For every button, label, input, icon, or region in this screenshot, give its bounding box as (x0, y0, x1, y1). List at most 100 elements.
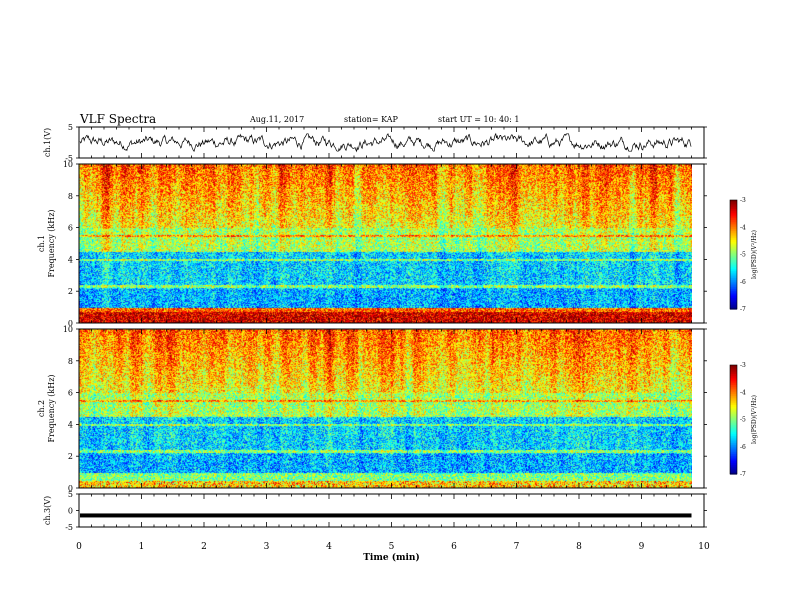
colorbar-swatch (730, 216, 737, 219)
ch3-waveform-panel: 5 0 -5 ch.3(V) (43, 490, 707, 532)
colorbar-swatch (730, 417, 737, 421)
colorbar-swatch (730, 259, 737, 263)
colorbar-swatch (730, 435, 737, 439)
y-tick-label: 0 (68, 484, 73, 493)
y-tick-label: 5 (68, 490, 73, 499)
colorbar-tick-label: -4 (740, 224, 746, 231)
colorbar-swatch (730, 299, 737, 303)
colorbar-swatch (730, 441, 737, 444)
colorbar-swatch (730, 368, 737, 372)
colorbar-swatch (730, 424, 737, 428)
colorbar-swatch (730, 250, 737, 254)
colorbar-swatch (730, 404, 737, 408)
x-tick-label: 8 (576, 542, 582, 552)
colorbar-swatch (730, 377, 737, 381)
colorbar-swatch (730, 426, 737, 430)
colorbar-swatch (730, 201, 737, 205)
spectrogram-ylabel: Frequency (kHz) (47, 374, 56, 442)
colorbar-label: log(PSD)(V²/Hz) (751, 230, 758, 279)
colorbar-tick-label: -6 (740, 444, 746, 451)
ch1-waveform-panel: 5 -5 ch.1(V) (43, 123, 707, 163)
colorbar-tick-label: -6 (740, 279, 746, 286)
colorbar-swatch (730, 379, 737, 382)
x-tick-label: 4 (326, 542, 332, 552)
colorbar-swatch (730, 397, 737, 401)
colorbar-swatch (730, 292, 737, 296)
colorbar-swatch (730, 366, 737, 370)
x-tick-label: 9 (639, 542, 645, 552)
colorbar-swatch (730, 450, 737, 453)
colorbar-swatch (730, 234, 737, 237)
colorbar-swatch (730, 279, 737, 283)
y-tick-label: 4 (68, 420, 73, 429)
colorbar-swatch (730, 258, 737, 261)
spectrogram-ylabel: Frequency (kHz) (47, 209, 56, 277)
colorbar-swatch (730, 227, 737, 230)
time-axis: 0 1 2 3 4 5 6 7 8 9 10 Time (min) (76, 542, 710, 563)
colorbar-swatch (730, 229, 737, 232)
colorbar-swatch (730, 401, 737, 404)
colorbar-swatch (730, 261, 737, 265)
colorbar-tick-label: -7 (740, 306, 746, 313)
colorbar-swatch (730, 410, 737, 413)
colorbar-swatch (730, 428, 737, 431)
date-label: Aug.11, 2017 (250, 115, 305, 124)
y-tick-label: 0 (68, 319, 73, 328)
colorbar-swatch (730, 412, 737, 415)
colorbar-swatch (730, 267, 737, 270)
colorbar-swatch (730, 381, 737, 384)
colorbar-swatch (730, 287, 737, 290)
y-tick-label: 0 (68, 507, 73, 516)
colorbar-swatch (730, 283, 737, 286)
colorbar-swatch (730, 463, 737, 466)
colorbar-swatch (730, 256, 737, 259)
ch2-spectrogram-image (79, 329, 692, 488)
y-tick-label: -5 (65, 154, 73, 163)
colorbar-swatch (730, 419, 737, 422)
colorbar-swatch (730, 468, 737, 471)
colorbar-swatch (730, 225, 737, 228)
colorbar-swatch (730, 221, 737, 225)
x-tick-label: 6 (451, 542, 457, 552)
colorbar-swatch (730, 236, 737, 239)
colorbar-swatch (730, 263, 737, 266)
y-tick-label: 2 (68, 452, 73, 461)
colorbar-swatch (730, 370, 737, 373)
colorbar-swatch (730, 209, 737, 212)
colorbar-tick-label: -3 (740, 362, 746, 369)
colorbar-swatch (730, 212, 737, 216)
colorbar-swatch (730, 272, 737, 276)
colorbar-swatch (730, 252, 737, 256)
colorbar-swatch (730, 430, 737, 433)
colorbar-swatch (730, 437, 737, 441)
colorbar-swatch (730, 200, 737, 203)
colorbar-swatch (730, 472, 737, 475)
colorbar-swatch (730, 238, 737, 241)
figure-title: VLF Spectra (80, 112, 157, 126)
colorbar-swatch (730, 278, 737, 281)
colorbar-frame (729, 364, 738, 475)
colorbar-swatch (730, 303, 737, 306)
colorbar-swatch (730, 446, 737, 450)
colorbar-swatch (730, 223, 737, 227)
colorbar-swatch (730, 265, 737, 268)
ch1-colorbar: -3 -4 -5 -6 -7 log(PSD)(V²/Hz) (729, 197, 758, 313)
colorbar-swatch (730, 270, 737, 274)
colorbar-swatch (730, 298, 737, 301)
colorbar-swatch (730, 452, 737, 455)
x-tick-label: 3 (264, 542, 270, 552)
colorbar-swatch (730, 245, 737, 248)
colorbar-swatch (730, 388, 737, 392)
colorbar-swatch (730, 301, 737, 305)
y-tick-label: 5 (68, 123, 73, 132)
colorbar-swatch (730, 408, 737, 412)
y-tick-label: 8 (68, 192, 73, 201)
colorbar-swatch (730, 305, 737, 308)
colorbar-swatch (730, 423, 737, 426)
colorbar-swatch (730, 443, 737, 446)
colorbar-tick-label: -7 (740, 471, 746, 478)
colorbar-swatch (730, 439, 737, 442)
colorbar-swatch (730, 421, 737, 424)
spectrogram-channel-label: ch.2 (37, 400, 46, 417)
